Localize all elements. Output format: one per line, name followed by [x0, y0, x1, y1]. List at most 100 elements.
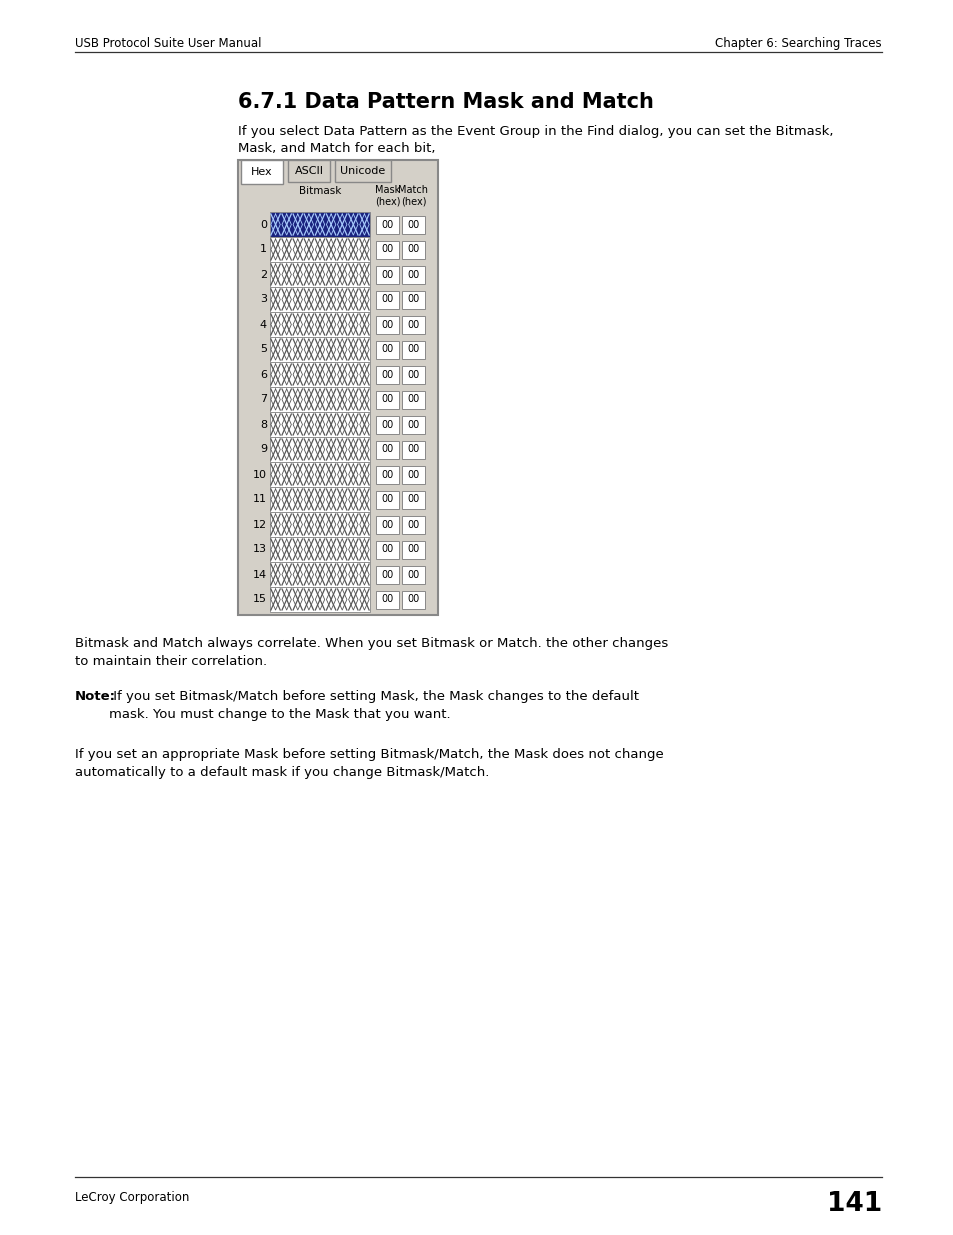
Bar: [375, 590, 398, 609]
Bar: [270, 562, 370, 587]
Text: ASCII: ASCII: [294, 165, 323, 177]
Text: 15: 15: [253, 594, 267, 604]
Text: 00: 00: [407, 220, 419, 230]
Bar: [375, 341, 398, 358]
Bar: [375, 441, 398, 458]
Bar: [401, 366, 424, 384]
Text: 00: 00: [407, 245, 419, 254]
Text: 3: 3: [260, 294, 267, 305]
Bar: [375, 515, 398, 534]
Bar: [237, 161, 437, 615]
Text: 00: 00: [407, 394, 419, 405]
Text: 5: 5: [260, 345, 267, 354]
Text: 00: 00: [381, 494, 394, 505]
Text: 00: 00: [407, 494, 419, 505]
Text: 00: 00: [407, 369, 419, 379]
Bar: [401, 415, 424, 433]
Text: (hex): (hex): [400, 196, 426, 206]
Bar: [375, 566, 398, 583]
Bar: [401, 566, 424, 583]
Bar: [401, 390, 424, 409]
Bar: [401, 466, 424, 483]
Text: 00: 00: [381, 345, 394, 354]
Bar: [270, 587, 370, 613]
Text: Match: Match: [398, 185, 428, 195]
Text: 00: 00: [381, 445, 394, 454]
Text: 4: 4: [259, 320, 267, 330]
Text: LeCroy Corporation: LeCroy Corporation: [75, 1191, 190, 1204]
Text: 8: 8: [259, 420, 267, 430]
Bar: [270, 513, 370, 537]
Text: 00: 00: [381, 469, 394, 479]
Bar: [401, 315, 424, 333]
Bar: [288, 161, 330, 182]
Bar: [375, 415, 398, 433]
Text: 00: 00: [381, 320, 394, 330]
Text: 7: 7: [259, 394, 267, 405]
Text: 2: 2: [259, 269, 267, 279]
Text: Chapter 6: Searching Traces: Chapter 6: Searching Traces: [715, 37, 882, 49]
Text: 9: 9: [259, 445, 267, 454]
Bar: [241, 161, 283, 184]
Text: 00: 00: [381, 269, 394, 279]
Text: 6: 6: [260, 369, 267, 379]
Bar: [270, 287, 370, 312]
Bar: [375, 366, 398, 384]
Text: USB Protocol Suite User Manual: USB Protocol Suite User Manual: [75, 37, 261, 49]
Bar: [401, 441, 424, 458]
Text: 00: 00: [407, 545, 419, 555]
Text: 00: 00: [407, 320, 419, 330]
Text: 00: 00: [381, 294, 394, 305]
Bar: [375, 315, 398, 333]
Text: 00: 00: [381, 245, 394, 254]
Bar: [375, 266, 398, 284]
Bar: [375, 215, 398, 233]
Text: Mask: Mask: [375, 185, 399, 195]
Text: 00: 00: [381, 369, 394, 379]
Text: 00: 00: [407, 445, 419, 454]
Text: 00: 00: [407, 569, 419, 579]
Bar: [270, 312, 370, 337]
Text: 11: 11: [253, 494, 267, 505]
Text: If you set an appropriate Mask before setting Bitmask/Match, the Mask does not c: If you set an appropriate Mask before se…: [75, 748, 663, 779]
Text: 00: 00: [381, 594, 394, 604]
Text: 00: 00: [407, 469, 419, 479]
Text: 00: 00: [381, 545, 394, 555]
Bar: [401, 215, 424, 233]
Text: 00: 00: [381, 220, 394, 230]
Text: 00: 00: [381, 394, 394, 405]
Bar: [270, 437, 370, 462]
Bar: [375, 290, 398, 309]
Text: (hex): (hex): [375, 196, 400, 206]
Bar: [401, 490, 424, 509]
Bar: [375, 390, 398, 409]
Bar: [401, 590, 424, 609]
Bar: [270, 262, 370, 287]
Bar: [401, 266, 424, 284]
Bar: [270, 487, 370, 513]
Bar: [401, 341, 424, 358]
Text: 00: 00: [381, 520, 394, 530]
Bar: [270, 237, 370, 262]
Bar: [401, 241, 424, 258]
Text: If you select Data Pattern as the Event Group in the Find dialog, you can set th: If you select Data Pattern as the Event …: [237, 125, 833, 138]
Bar: [375, 490, 398, 509]
Text: 00: 00: [407, 294, 419, 305]
Text: Hex: Hex: [251, 167, 273, 177]
Bar: [270, 462, 370, 487]
Text: 10: 10: [253, 469, 267, 479]
Text: 1: 1: [260, 245, 267, 254]
Bar: [270, 362, 370, 387]
Bar: [375, 541, 398, 558]
Text: Mask, and Match for each bit,: Mask, and Match for each bit,: [237, 142, 435, 156]
Bar: [401, 290, 424, 309]
Text: 0: 0: [260, 220, 267, 230]
Text: 14: 14: [253, 569, 267, 579]
Bar: [270, 337, 370, 362]
Text: Note:: Note:: [75, 690, 116, 703]
Text: 12: 12: [253, 520, 267, 530]
Text: Bitmask: Bitmask: [298, 186, 341, 196]
Text: 00: 00: [407, 345, 419, 354]
Text: 141: 141: [826, 1191, 882, 1216]
Bar: [401, 541, 424, 558]
